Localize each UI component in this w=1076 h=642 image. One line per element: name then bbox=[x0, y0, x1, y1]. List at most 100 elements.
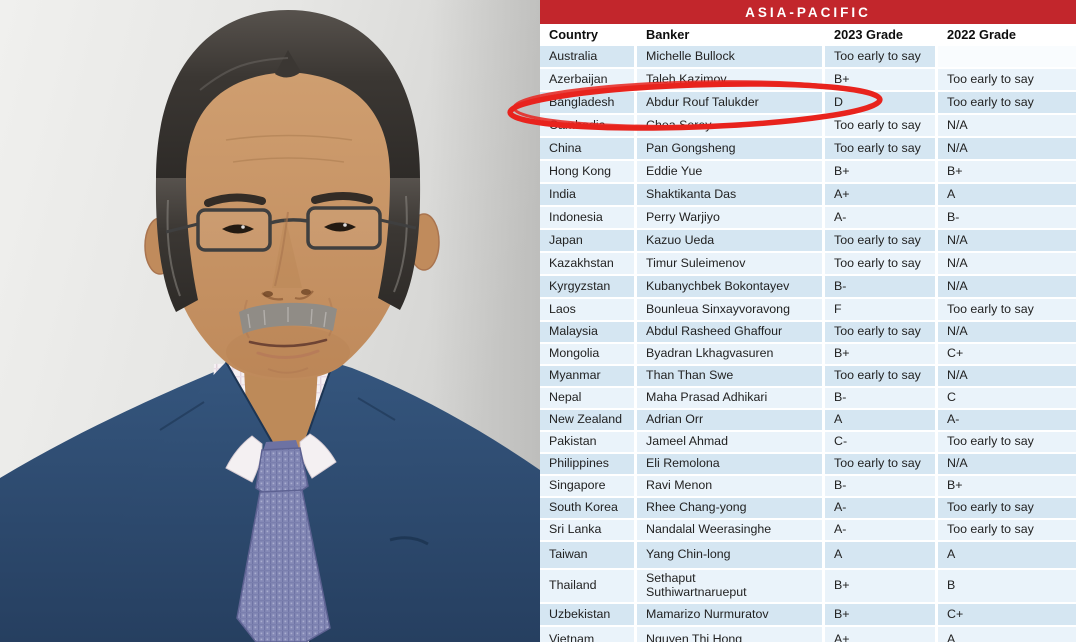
banker-cell: Kubanychbek Bokontayev bbox=[637, 276, 825, 297]
table-row: Uzbekistan Mamarizo Nurmuratov B+ C+ bbox=[540, 604, 1076, 627]
grade-2023-cell: B+ bbox=[825, 69, 938, 90]
grade-2023-cell: Too early to say bbox=[825, 115, 938, 136]
table-row: Taiwan Yang Chin-long A A bbox=[540, 542, 1076, 570]
grade-2023-cell: Too early to say bbox=[825, 230, 938, 251]
banker-cell: Eli Remolona bbox=[637, 454, 825, 474]
country-cell: Myanmar bbox=[540, 366, 637, 386]
suit-lapels bbox=[80, 359, 480, 642]
banker-cell: Rhee Chang-yong bbox=[637, 498, 825, 518]
banker-cell: Eddie Yue bbox=[637, 161, 825, 182]
grade-2022-cell: N/A bbox=[947, 232, 968, 247]
grade-2023-cell: Too early to say bbox=[825, 454, 938, 474]
table-header-row: Country Banker 2023 Grade 2022 Grade bbox=[540, 24, 1076, 46]
table-title: ASIA-PACIFIC bbox=[540, 0, 1076, 24]
table-row: Sri Lanka Nandalal Weerasinghe A- Too early… bbox=[540, 520, 1076, 542]
banker-cell: Michelle Bullock bbox=[637, 46, 825, 67]
banker-cell: Abdul Rasheed Ghaffour bbox=[637, 322, 825, 342]
banker-cell: Maha Prasad Adhikari bbox=[637, 388, 825, 408]
grade-2023-cell: A+ bbox=[825, 184, 938, 205]
country-cell: New Zealand bbox=[540, 410, 637, 430]
grade-2023-cell: Too early to say bbox=[825, 138, 938, 159]
banker-cell: Sethaput Suthiwartnarueput bbox=[637, 570, 825, 602]
table-row-highlighted: Bangladesh Abdur Rouf Talukder D Too early … bbox=[540, 92, 1076, 115]
country-cell: India bbox=[540, 184, 637, 205]
grade-2022-cell: N/A bbox=[947, 456, 968, 471]
table-row: Japan Kazuo Ueda Too early to say N/A bbox=[540, 230, 1076, 253]
column-header-2023-grade: 2023 Grade bbox=[825, 24, 938, 46]
banker-cell: Jameel Ahmad bbox=[637, 432, 825, 452]
country-cell: China bbox=[540, 138, 637, 159]
grade-2022-cell: B- bbox=[947, 209, 960, 224]
table-row: Kyrgyzstan Kubanychbek Bokontayev B- N/A bbox=[540, 276, 1076, 299]
country-cell: Hong Kong bbox=[540, 161, 637, 182]
mouth bbox=[248, 338, 328, 374]
country-cell: Kyrgyzstan bbox=[540, 276, 637, 297]
country-cell: Thailand bbox=[540, 570, 637, 602]
country-cell: Nepal bbox=[540, 388, 637, 408]
table-row: New Zealand Adrian Orr A A- bbox=[540, 410, 1076, 432]
grade-2023-cell: A- bbox=[825, 498, 938, 518]
tie bbox=[236, 440, 331, 642]
table-body: Australia Michelle Bullock Too early to sa… bbox=[540, 46, 1076, 642]
table-row: Singapore Ravi Menon B- B+ bbox=[540, 476, 1076, 498]
mustache bbox=[239, 302, 337, 334]
grade-2023-cell: B+ bbox=[825, 570, 938, 602]
column-header-2022-grade: 2022 Grade bbox=[947, 26, 1017, 42]
country-cell: Pakistan bbox=[540, 432, 637, 452]
table-row: South Korea Rhee Chang-yong A- Too early to… bbox=[540, 498, 1076, 520]
banker-cell: Shaktikanta Das bbox=[637, 184, 825, 205]
table-row: Azerbaijan Taleh Kazimov B+ Too early to sa… bbox=[540, 69, 1076, 92]
country-cell: South Korea bbox=[540, 498, 637, 518]
table-row: Cambodia Chea Serey Too early to say N/A bbox=[540, 115, 1076, 138]
column-header-banker: Banker bbox=[637, 24, 825, 46]
banker-cell: Yang Chin-long bbox=[637, 542, 825, 568]
grade-2022-cell: B bbox=[947, 578, 956, 593]
grade-2022-cell: Too early to say bbox=[947, 434, 1034, 449]
grade-2023-cell: B- bbox=[825, 388, 938, 408]
grade-2022-cell: N/A bbox=[947, 140, 968, 155]
banker-cell: Timur Suleimenov bbox=[637, 253, 825, 274]
table-row: China Pan Gongsheng Too early to say N/A bbox=[540, 138, 1076, 161]
banker-cell: Perry Warjiyo bbox=[637, 207, 825, 228]
banker-cell: Ravi Menon bbox=[637, 476, 825, 496]
grade-2022-cell: N/A bbox=[947, 278, 968, 293]
grade-2022-cell: Too early to say bbox=[947, 94, 1034, 109]
table-row: Philippines Eli Remolona Too early to say N… bbox=[540, 454, 1076, 476]
grade-2023-cell: Too early to say bbox=[825, 322, 938, 342]
table-row: Hong Kong Eddie Yue B+ B+ bbox=[540, 161, 1076, 184]
table-row: Thailand Sethaput Suthiwartnarueput B+ B bbox=[540, 570, 1076, 604]
table-row: Laos Bounleua Sinxayvoravong F Too early to… bbox=[540, 299, 1076, 322]
grade-2022-cell: B+ bbox=[947, 163, 963, 178]
grade-2023-cell: A bbox=[825, 410, 938, 430]
banker-cell: Chea Serey bbox=[637, 115, 825, 136]
banker-cell: Byadran Lkhagvasuren bbox=[637, 344, 825, 364]
grade-2022-cell: N/A bbox=[947, 324, 968, 339]
banker-cell: Pan Gongsheng bbox=[637, 138, 825, 159]
eyebrows bbox=[204, 192, 373, 207]
grade-2022-cell: C+ bbox=[947, 606, 964, 621]
grade-2022-cell: Too early to say bbox=[947, 71, 1034, 86]
banker-cell: Nandalal Weerasinghe bbox=[637, 520, 825, 540]
country-cell: Japan bbox=[540, 230, 637, 251]
banker-cell: Taleh Kazimov bbox=[637, 69, 825, 90]
country-cell: Azerbaijan bbox=[540, 69, 637, 90]
country-cell: Sri Lanka bbox=[540, 520, 637, 540]
grade-2022-cell: A bbox=[947, 632, 956, 642]
table-row: Indonesia Perry Warjiyo A- B- bbox=[540, 207, 1076, 230]
banker-cell: Nguyen Thi Hong bbox=[637, 627, 825, 642]
grade-2023-cell: A- bbox=[825, 520, 938, 540]
country-cell: Uzbekistan bbox=[540, 604, 637, 625]
table-row: Myanmar Than Than Swe Too early to say N/A bbox=[540, 366, 1076, 388]
banker-cell: Adrian Orr bbox=[637, 410, 825, 430]
table-row: Kazakhstan Timur Suleimenov Too early to s… bbox=[540, 253, 1076, 276]
table-row: Australia Michelle Bullock Too early to sa… bbox=[540, 46, 1076, 69]
country-cell: Mongolia bbox=[540, 344, 637, 364]
country-cell: Vietnam bbox=[540, 627, 637, 642]
country-cell: Kazakhstan bbox=[540, 253, 637, 274]
shirt-collar bbox=[225, 433, 337, 483]
grade-2022-cell: A- bbox=[947, 412, 960, 427]
grade-2023-cell: B- bbox=[825, 276, 938, 297]
grade-2022-cell: N/A bbox=[947, 117, 968, 132]
country-cell: Singapore bbox=[540, 476, 637, 496]
